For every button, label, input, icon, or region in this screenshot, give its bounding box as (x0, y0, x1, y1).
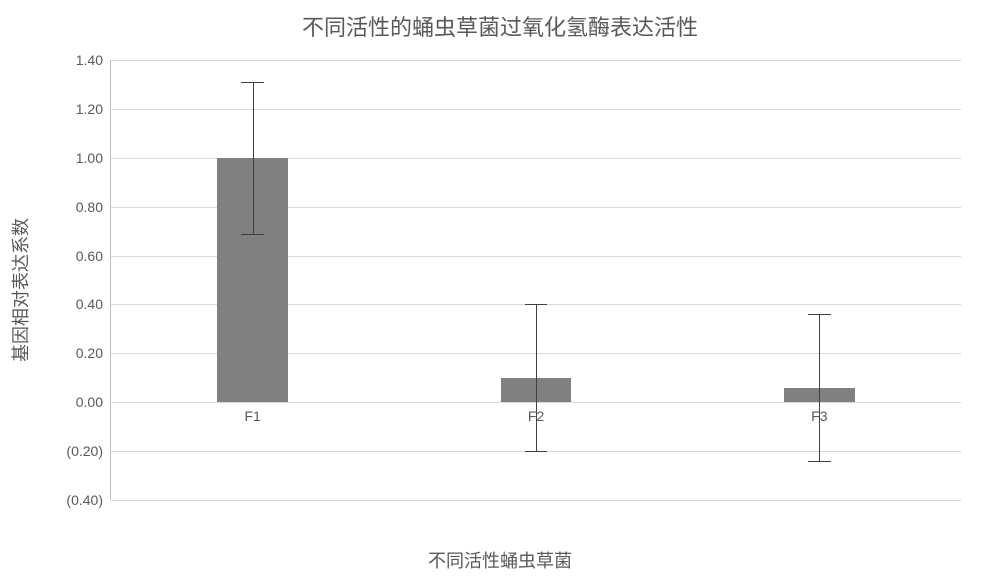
y-axis-label: 基因相对表达系数 (7, 218, 33, 362)
x-tick-label: F3 (811, 408, 827, 424)
x-tick-label: F1 (244, 408, 260, 424)
y-tick-label: 1.00 (76, 150, 103, 166)
error-bar (253, 82, 254, 234)
x-axis-label: 不同活性蛹虫草菌 (0, 547, 1000, 573)
x-tick-label: F2 (528, 408, 544, 424)
error-cap (808, 461, 831, 462)
error-cap (241, 234, 264, 235)
y-tick-label: (0.20) (66, 443, 103, 459)
chart-container: 不同活性的蛹虫草菌过氧化氢酶表达活性 基因相对表达系数 (0.40)(0.20)… (0, 0, 1000, 579)
y-tick-label: 0.60 (76, 248, 103, 264)
plot-area: (0.40)(0.20)0.000.200.400.600.801.001.20… (110, 60, 961, 500)
gridline (111, 500, 961, 501)
chart-title: 不同活性的蛹虫草菌过氧化氢酶表达活性 (0, 10, 1000, 42)
y-tick-label: 0.80 (76, 199, 103, 215)
error-cap (525, 304, 548, 305)
y-tick-label: 0.20 (76, 345, 103, 361)
error-bar (536, 304, 537, 451)
y-tick-label: 0.00 (76, 394, 103, 410)
y-tick-label: 1.20 (76, 101, 103, 117)
error-cap (525, 451, 548, 452)
error-cap (241, 82, 264, 83)
y-tick-label: (0.40) (66, 492, 103, 508)
y-tick-label: 0.40 (76, 296, 103, 312)
gridline (111, 60, 961, 61)
gridline (111, 109, 961, 110)
error-bar (819, 314, 820, 461)
y-tick-label: 1.40 (76, 52, 103, 68)
error-cap (808, 314, 831, 315)
